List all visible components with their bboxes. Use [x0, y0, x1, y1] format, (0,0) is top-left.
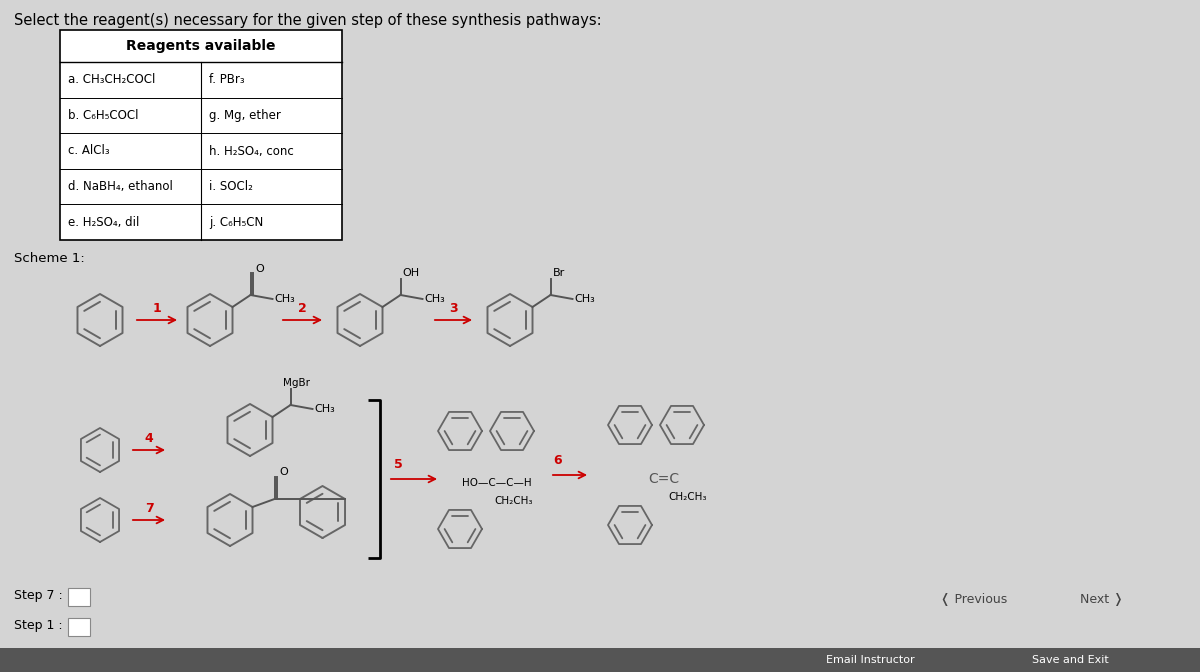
- Text: OH: OH: [402, 268, 420, 278]
- Text: b. C₆H₅COCl: b. C₆H₅COCl: [68, 109, 138, 122]
- Text: 7: 7: [145, 501, 154, 515]
- Text: O: O: [256, 264, 264, 274]
- Text: Scheme 1:: Scheme 1:: [14, 252, 85, 265]
- Text: g. Mg, ether: g. Mg, ether: [209, 109, 281, 122]
- Text: f. PBr₃: f. PBr₃: [209, 73, 245, 86]
- Text: 4: 4: [145, 431, 154, 444]
- Text: Email Instructor: Email Instructor: [826, 655, 914, 665]
- Text: j. C₆H₅CN: j. C₆H₅CN: [209, 216, 263, 228]
- Text: HO—C—C—H: HO—C—C—H: [462, 478, 532, 488]
- Text: CH₃: CH₃: [275, 294, 295, 304]
- Text: Step 1 :: Step 1 :: [14, 620, 62, 632]
- Text: O: O: [280, 467, 288, 477]
- Text: Save and Exit: Save and Exit: [1032, 655, 1109, 665]
- FancyBboxPatch shape: [60, 30, 342, 240]
- Text: 1: 1: [152, 302, 161, 314]
- Text: CH₃: CH₃: [425, 294, 445, 304]
- Text: MgBr: MgBr: [282, 378, 310, 388]
- Text: Br: Br: [552, 268, 565, 278]
- Text: a. CH₃CH₂COCl: a. CH₃CH₂COCl: [68, 73, 155, 86]
- FancyBboxPatch shape: [0, 648, 1200, 672]
- Text: ❬ Previous: ❬ Previous: [940, 593, 1007, 607]
- Text: Select the reagent(s) necessary for the given step of these synthesis pathways:: Select the reagent(s) necessary for the …: [14, 13, 601, 28]
- Text: h. H₂SO₄, conc: h. H₂SO₄, conc: [209, 144, 294, 157]
- Text: CH₂CH₃: CH₂CH₃: [668, 492, 707, 502]
- Text: i. SOCl₂: i. SOCl₂: [209, 180, 253, 193]
- FancyBboxPatch shape: [68, 588, 90, 606]
- Text: CH₃: CH₃: [314, 404, 335, 414]
- Text: 2: 2: [298, 302, 306, 314]
- Text: CH₂CH₃: CH₂CH₃: [494, 496, 533, 506]
- Text: e. H₂SO₄, dil: e. H₂SO₄, dil: [68, 216, 139, 228]
- Text: 5: 5: [394, 458, 402, 472]
- FancyBboxPatch shape: [68, 618, 90, 636]
- Text: 6: 6: [553, 454, 563, 468]
- Text: d. NaBH₄, ethanol: d. NaBH₄, ethanol: [68, 180, 173, 193]
- Text: CH₃: CH₃: [575, 294, 595, 304]
- Text: Next ❭: Next ❭: [1080, 593, 1123, 607]
- Text: c. AlCl₃: c. AlCl₃: [68, 144, 109, 157]
- Text: Reagents available: Reagents available: [126, 39, 276, 53]
- Text: 3: 3: [449, 302, 457, 314]
- Text: C=C: C=C: [648, 472, 679, 486]
- Text: Step 7 :: Step 7 :: [14, 589, 62, 603]
